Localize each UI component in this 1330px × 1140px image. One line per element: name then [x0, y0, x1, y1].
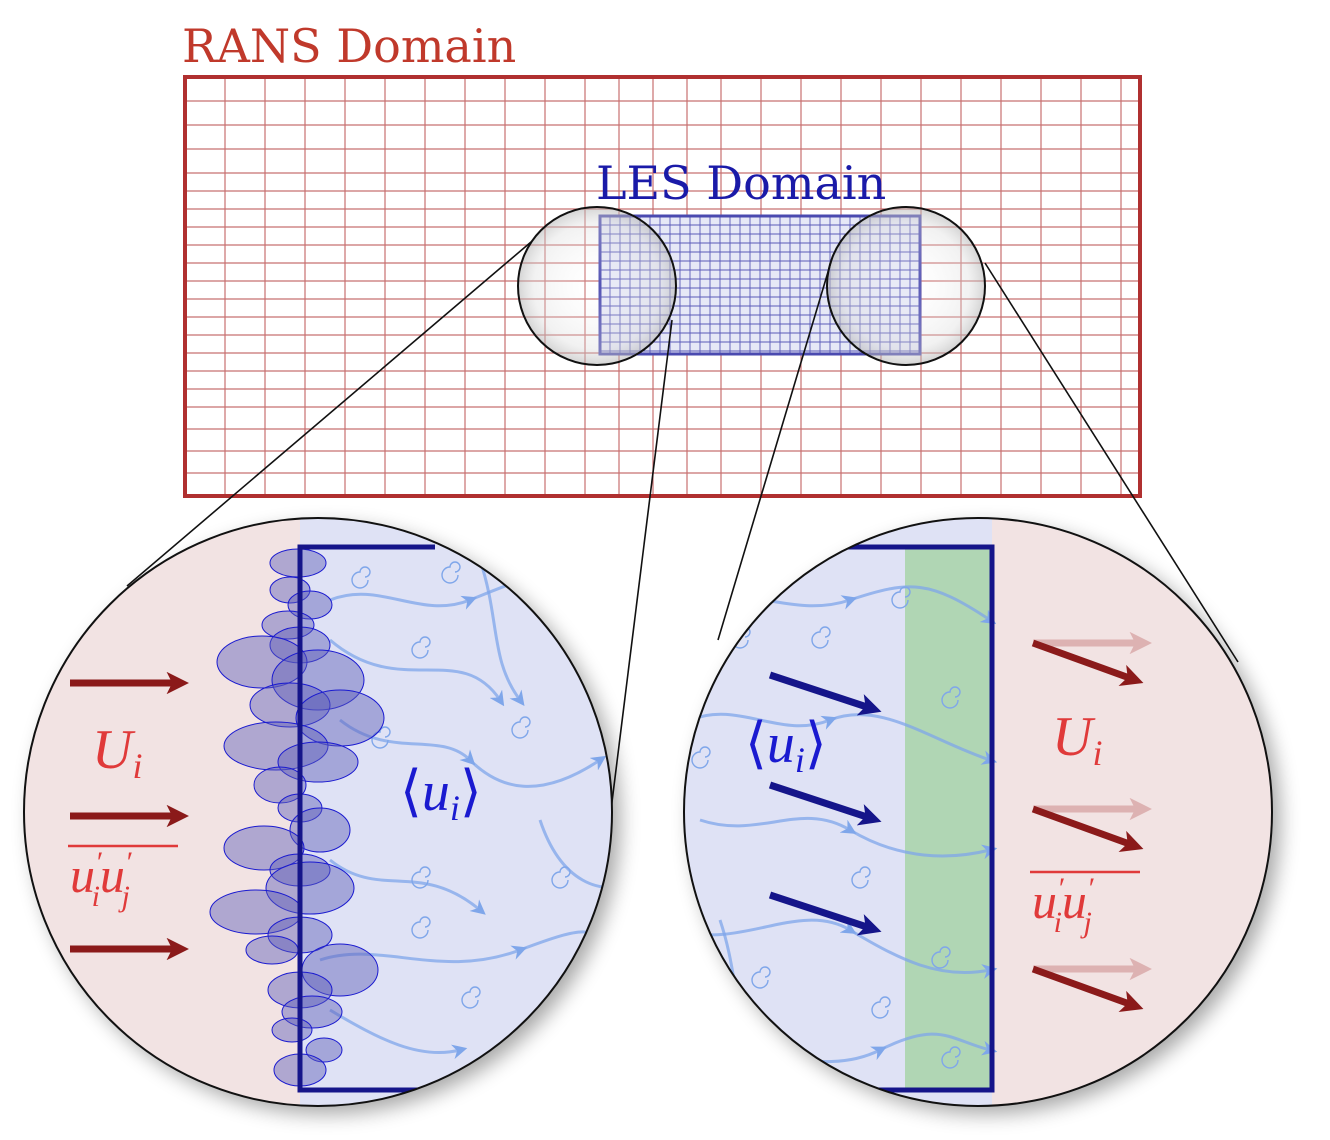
- right-zoom-lens: [826, 206, 986, 366]
- svg-text:u′iu′j: u′ iu′ j: [70, 846, 132, 913]
- right-mean-velocity-label: Ui: [1052, 706, 1102, 773]
- rans-domain-label: RANS Domain: [182, 19, 516, 73]
- eddy-ellipse: [271, 649, 365, 711]
- vortex-curl: [461, 986, 481, 1009]
- streamline: [699, 816, 998, 860]
- eddy-ellipse: [289, 807, 351, 853]
- vortex-curl: [441, 561, 461, 584]
- left-zoom-lens: [517, 206, 677, 366]
- les-domain-label: LES Domain: [596, 156, 886, 210]
- vortex-curl: [891, 586, 911, 609]
- eddy-ellipse: [253, 766, 307, 804]
- right-reynolds-stress-label: u′ iu′ j: [1030, 870, 1140, 939]
- eddy-ellipse: [271, 1017, 313, 1043]
- right-rans-ghost-arrows: [1033, 631, 1152, 981]
- vortex-curl: [851, 866, 871, 889]
- streamline: [329, 638, 505, 707]
- vortex-curl: [941, 686, 961, 709]
- rans-domain-boundary: [183, 75, 1142, 498]
- eddy-ellipse: [265, 861, 355, 915]
- eddy-ellipse: [305, 1037, 343, 1063]
- vortex-curl: [811, 626, 831, 649]
- svg-text:u′iu′j: u′ iu′ j: [1032, 872, 1094, 939]
- left-resolved-velocity-label: ⟨ui⟩: [400, 761, 482, 828]
- left-mean-velocity-label: Ui: [92, 719, 142, 786]
- streamline: [329, 1008, 468, 1060]
- right-les-arrows: [768, 671, 882, 936]
- streamline: [329, 858, 486, 915]
- vortex-curl: [411, 636, 431, 659]
- streamline: [339, 718, 607, 788]
- eddy-ellipse: [245, 935, 299, 965]
- streamline: [689, 712, 998, 765]
- blending-zone: [905, 547, 992, 1090]
- left-rans-arrows: [70, 671, 189, 961]
- vortex-curl: [551, 866, 571, 889]
- eddy-ellipse: [249, 682, 331, 728]
- zoom-connector-lines: [126, 241, 1239, 843]
- vortex-curl: [931, 946, 951, 969]
- left-reynolds-stress-label: u′ iu′ j: [68, 844, 178, 913]
- right-resolved-velocity-label: ⟨ui⟩: [745, 713, 827, 780]
- right-rans-arrows: [1031, 639, 1144, 1012]
- vortex-curl: [411, 916, 431, 939]
- vortex-curl: [941, 1046, 961, 1069]
- vortex-curl: [691, 746, 711, 769]
- vortex-curl: [871, 996, 891, 1019]
- vortex-curl: [531, 1016, 551, 1039]
- eddy-ellipse: [216, 635, 308, 689]
- vortex-curl: [371, 726, 391, 749]
- vortex-curl: [751, 966, 771, 989]
- eddy-ellipse: [223, 825, 305, 871]
- streamline: [478, 559, 525, 707]
- vortex-curl: [411, 866, 431, 889]
- vortex-curl: [351, 566, 371, 589]
- vortex-curl: [511, 716, 531, 739]
- streamline: [684, 918, 998, 979]
- streamline: [538, 819, 612, 889]
